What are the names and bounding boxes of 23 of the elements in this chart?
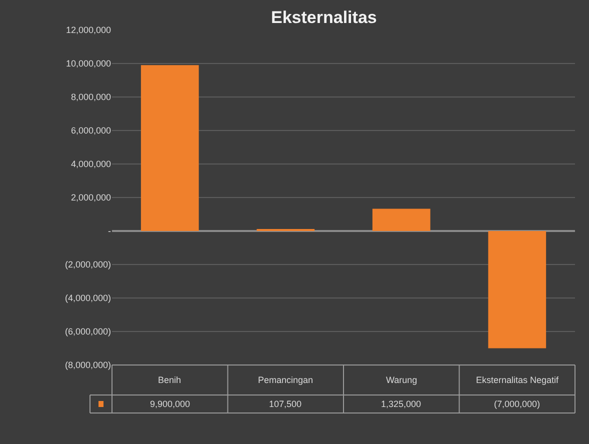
y-tick-label: 12,000,000 [66,25,111,36]
y-tick-label: 6,000,000 [70,126,111,136]
x-tick-label: Warung [386,375,418,385]
x-tick-label: Pemancingan [258,375,314,385]
y-tick-label: 10,000,000 [66,58,111,69]
y-tick-label: 2,000,000 [70,192,111,203]
bar [372,208,430,231]
data-label: 1,325,000 [381,399,422,409]
chart-title: Eksternalitas [271,8,377,27]
y-tick-label: (4,000,000) [64,293,111,304]
data-label: 9,900,000 [150,399,190,409]
bar [140,65,199,231]
y-tick-label: 8,000,000 [70,92,111,102]
x-tick-label: Eksternalitas Negatif [476,375,560,385]
y-tick-label: (6,000,000) [64,326,111,337]
y-tick-label: (8,000,000) [64,360,111,370]
x-tick-label: Benih [158,375,182,385]
y-tick-label: - [108,226,111,236]
y-tick-label: (2,000,000) [64,260,111,270]
data-label: (7,000,000) [494,399,540,409]
y-tick-label: 4,000,000 [70,159,111,170]
bar [488,231,546,348]
data-label: 107,500 [269,399,302,409]
